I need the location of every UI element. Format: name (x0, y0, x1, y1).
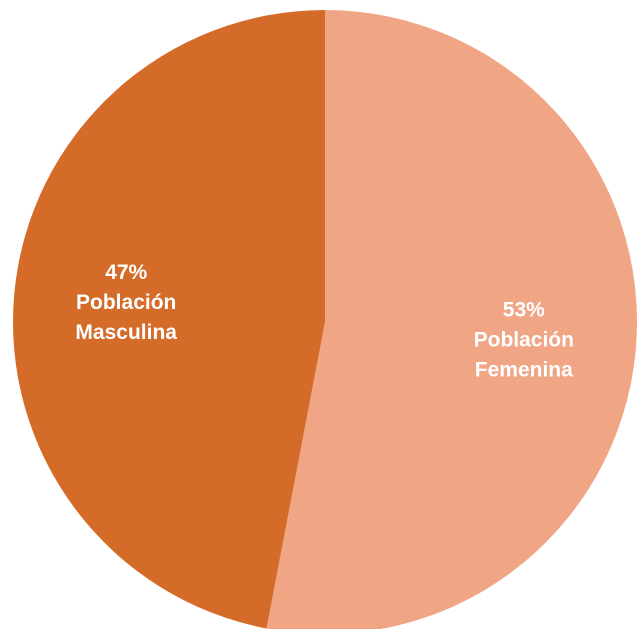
slice-category-label: Población (76, 291, 176, 314)
slice-percent-label: 53% (503, 298, 545, 321)
slice-percent-label: 47% (105, 261, 147, 284)
slice-category-label: Masculina (75, 321, 177, 344)
pie-slices (13, 10, 637, 634)
slice-category-label: Población (474, 328, 574, 351)
pie-slice-label-1: 47% Población Masculina (75, 261, 177, 344)
pie-labels: 53% Población Femenina 47% Población Masculin… (75, 261, 574, 382)
pie-slice-0 (266, 10, 637, 634)
pie-slice-label-0: 53% Población Femenina (474, 298, 574, 381)
pie-slice-1 (13, 10, 326, 629)
slice-category-label: Femenina (475, 358, 573, 381)
